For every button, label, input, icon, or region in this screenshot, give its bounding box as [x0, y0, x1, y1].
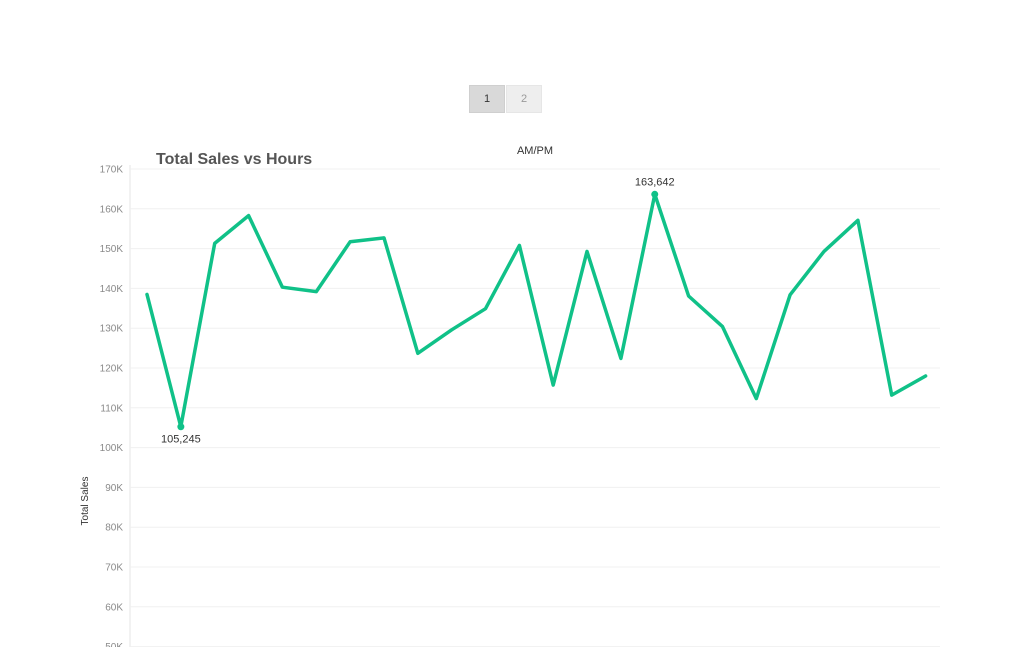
- data-point: [719, 324, 725, 330]
- y-tick-label: 70K: [105, 563, 123, 574]
- data-point: [212, 240, 218, 246]
- annotated-point: [177, 423, 185, 431]
- y-tick-label: 130K: [100, 324, 124, 335]
- y-tick-label: 60K: [105, 602, 123, 613]
- data-point: [821, 248, 827, 254]
- data-point: [449, 327, 455, 333]
- annotated-point: [651, 190, 659, 198]
- y-tick-label: 100K: [100, 443, 124, 454]
- data-point: [381, 235, 387, 241]
- data-point: [550, 382, 556, 388]
- y-tick-label: 50K: [105, 642, 123, 647]
- data-point: [313, 289, 319, 295]
- y-tick-label: 120K: [100, 364, 124, 375]
- data-point: [516, 242, 522, 248]
- data-point: [483, 306, 489, 312]
- data-point: [923, 373, 929, 379]
- data-point: [279, 284, 285, 290]
- data-label: 105,245: [161, 434, 201, 446]
- y-tick-label: 170K: [100, 165, 124, 176]
- y-tick-label: 160K: [100, 204, 124, 215]
- data-point: [753, 396, 759, 402]
- page-button-2[interactable]: 2: [506, 85, 542, 113]
- y-tick-label: 110K: [100, 403, 123, 414]
- data-point: [347, 239, 353, 245]
- data-point: [246, 213, 252, 219]
- data-point: [686, 293, 692, 299]
- data-point: [855, 217, 861, 223]
- page-button-1[interactable]: 1: [469, 85, 505, 113]
- y-axis-title: Total Sales: [80, 477, 91, 526]
- data-point: [584, 248, 590, 254]
- pagination: 1 2: [469, 85, 542, 113]
- series-line: [145, 192, 928, 429]
- data-label: 163,642: [635, 176, 675, 188]
- data-point: [787, 292, 793, 298]
- y-tick-label: 150K: [100, 244, 124, 255]
- data-point: [144, 291, 150, 297]
- data-point: [618, 355, 624, 361]
- y-tick-label: 140K: [100, 284, 124, 295]
- chart-title: Total Sales vs Hours: [156, 151, 313, 168]
- y-tick-label: 80K: [105, 523, 123, 534]
- y-tick-label: 90K: [105, 483, 123, 494]
- data-point: [889, 392, 895, 398]
- x-axis-header: AM/PM: [516, 145, 554, 157]
- data-point: [415, 350, 421, 356]
